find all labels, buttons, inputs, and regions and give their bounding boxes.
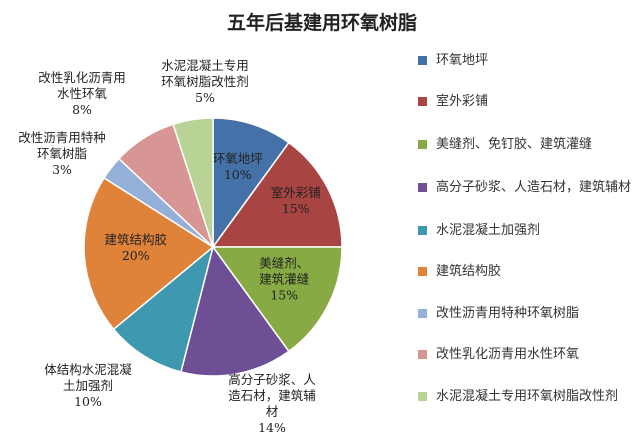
legend-item: 建筑结构胶 (418, 263, 644, 280)
legend-label: 改性沥青用特种环氧树脂 (436, 306, 580, 321)
slice-value-label: 15% (270, 287, 298, 302)
legend-swatch (418, 140, 427, 149)
legend-item: 水泥混凝土专用环氧树脂改性剂 (418, 388, 644, 405)
slice-value-label: 5% (195, 90, 215, 105)
slice-label: 环氧地坪 10% (213, 151, 263, 182)
legend-label: 高分子砂浆、人造石材，建筑辅材 (436, 180, 632, 195)
slice-name-label: 建筑灌缝 (259, 271, 309, 286)
legend-swatch (418, 267, 427, 276)
legend-label: 水泥混凝土加强剂 (436, 223, 541, 238)
slice-value-label: 10% (224, 167, 252, 182)
legend-label: 水泥混凝土专用环氧树脂改性剂 (436, 389, 619, 404)
slice-name-label: 美缝剂、 (259, 255, 309, 270)
slice-label: 室外彩铺 15% (271, 185, 321, 216)
slice-name-label: 室外彩铺 (271, 185, 321, 200)
slice-label: 水泥混凝土专用环氧树脂改性剂 5% (161, 58, 249, 105)
legend-item: 美缝剂、免钉胶、建筑灌缝 (418, 136, 644, 153)
slice-name-label: 水泥混凝土专用 (161, 58, 249, 73)
slice-name-label: 土加强剂 (63, 378, 113, 393)
legend-label: 美缝剂、免钉胶、建筑灌缝 (436, 137, 593, 152)
pie-slice (172, 117, 214, 248)
legend-item: 环氧地坪 (418, 52, 644, 69)
slice-name-label: 材 (266, 404, 279, 419)
legend-swatch (418, 309, 427, 318)
slice-name-label: 水性环氧 (57, 86, 108, 101)
legend-item: 水泥混凝土加强剂 (418, 222, 644, 239)
pie-slice (211, 141, 343, 248)
legend-swatch (418, 226, 427, 235)
legend-swatch (418, 97, 427, 106)
pie-slice (180, 245, 290, 377)
legend-item: 高分子砂浆、人造石材，建筑辅材 (418, 179, 644, 196)
slice-label: 体结构水泥混凝土加强剂 10% (44, 362, 132, 409)
slice-name-label: 体结构水泥混凝 (44, 362, 132, 377)
slice-value-label: 3% (52, 162, 72, 177)
slice-name-label: 建筑结构胶 (104, 232, 167, 247)
legend-swatch (418, 350, 427, 359)
slice-value-label: 15% (282, 201, 310, 216)
legend-label: 室外彩铺 (436, 94, 489, 109)
pie-slice (112, 244, 215, 373)
legend-label: 建筑结构胶 (436, 264, 502, 279)
slice-value-label: 14% (258, 420, 286, 435)
slice-value-label: 8% (72, 102, 92, 117)
legend-label: 改性乳化沥青用水性环氧 (436, 347, 580, 362)
slice-value-label: 20% (122, 248, 150, 263)
slice-name-label: 改性沥青用特种 (18, 130, 106, 145)
pie-slice (212, 117, 290, 250)
legend-label: 环氧地坪 (436, 53, 489, 68)
slice-name-label: 环氧地坪 (213, 151, 263, 166)
slice-name-label: 高分子砂浆、人 (228, 372, 316, 387)
legend-item: 改性乳化沥青用水性环氧 (418, 346, 644, 363)
legend-swatch (418, 183, 427, 192)
slice-label: 改性乳化沥青用水性环氧 8% (38, 70, 126, 117)
slice-value-label: 10% (74, 394, 102, 409)
pie-slice (211, 246, 343, 353)
slice-label: 高分子砂浆、人造石材，建筑辅材 14% (228, 372, 316, 435)
slice-label: 改性沥青用特种环氧树脂 3% (18, 130, 106, 177)
slice-name-label: 环氧树脂改性剂 (161, 74, 249, 89)
chart-title: 五年后基建用环氧树脂 (226, 12, 417, 34)
slice-name-label: 环氧树脂 (37, 146, 87, 161)
slice-label: 美缝剂、建筑灌缝 15% (259, 255, 309, 302)
slice-name-label: 造石材，建筑辅 (228, 388, 316, 403)
pie-slice (83, 176, 215, 331)
slice-label: 建筑结构胶 20% (104, 232, 167, 263)
slice-name-label: 改性乳化沥青用 (38, 70, 126, 85)
legend-swatch (418, 56, 427, 65)
legend-item: 改性沥青用特种环氧树脂 (418, 305, 644, 322)
legend-swatch (418, 392, 427, 401)
legend-item: 室外彩铺 (418, 93, 644, 110)
